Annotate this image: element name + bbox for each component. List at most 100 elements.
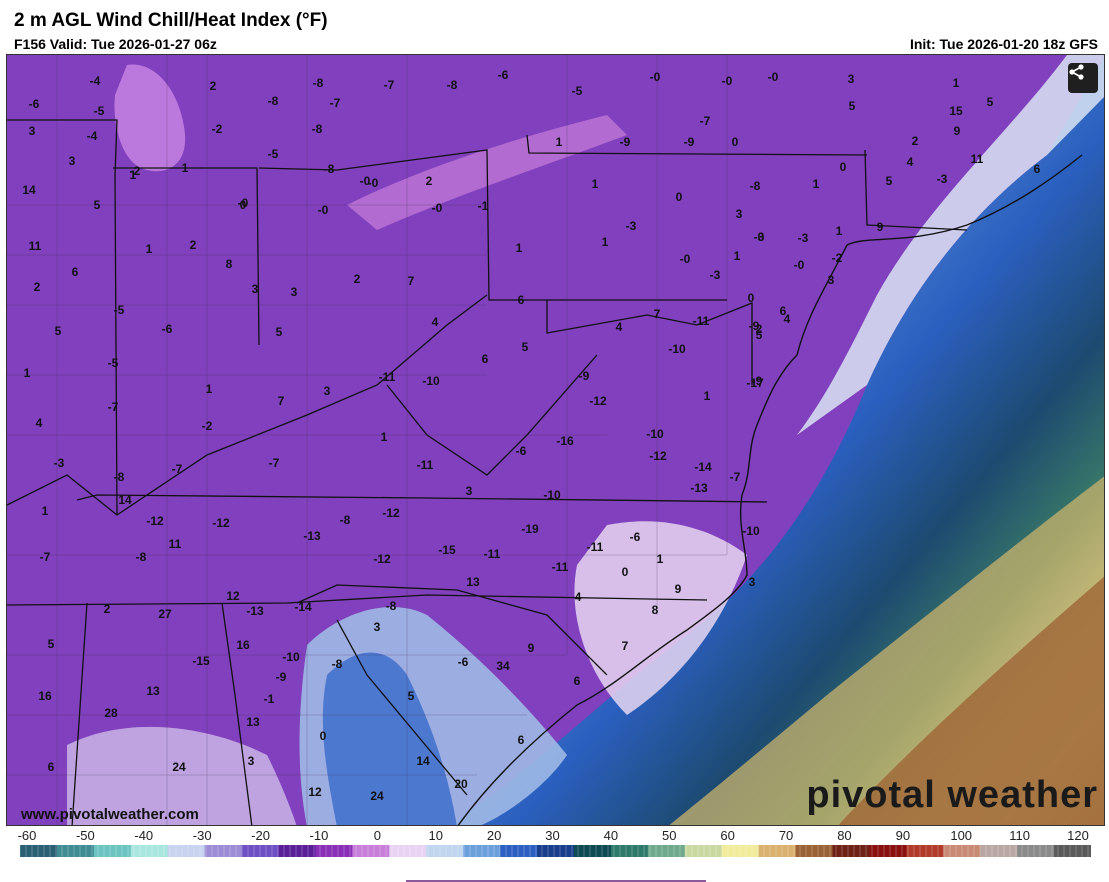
map-value: -7: [172, 462, 183, 476]
colorbar-segment: [537, 845, 575, 857]
map-value: -8: [114, 470, 125, 484]
colorbar-tick-label: 60: [720, 828, 735, 843]
map-value: 15: [949, 104, 963, 118]
map-value: -7: [269, 456, 280, 470]
map-value: -0: [360, 174, 371, 188]
map-value: 0: [732, 135, 739, 149]
weather-map[interactable]: -4 2 -8 -7 -8 -6 -0 -0 -0 3 1 5 -6 -5 -8 -7 -5 5 15 3 -4 -2 -8…: [6, 54, 1105, 826]
map-value: 16: [236, 638, 250, 652]
map-value: 4: [907, 155, 914, 169]
colorbar-segment: [389, 845, 427, 857]
map-value: 3: [324, 384, 331, 398]
colorbar-tick-label: 0: [373, 828, 381, 843]
colorbar-segment: [500, 845, 538, 857]
map-value: 9: [877, 220, 884, 234]
colorbar-tick-label: 70: [778, 828, 794, 843]
map-value: 9: [528, 641, 535, 655]
map-value: 14: [118, 493, 132, 507]
map-value: 1: [813, 177, 820, 191]
map-value: -13: [303, 529, 321, 543]
map-value: -12: [649, 449, 667, 463]
map-value: -12: [373, 552, 391, 566]
map-value: -5: [94, 104, 105, 118]
map-value: 3: [749, 575, 756, 589]
colorbar-tick-labels: -60 -50 -40 -30 -20 -10 0 10 20 30 40 50 60 70 80 90 100…: [17, 828, 1095, 844]
map-value: 2: [210, 79, 217, 93]
map-value: -12: [212, 516, 230, 530]
map-value: -2: [832, 251, 843, 265]
map-value: -0: [722, 74, 733, 88]
colorbar-segment: [832, 845, 871, 857]
map-value: -15: [438, 543, 456, 557]
map-value: -3: [798, 231, 809, 245]
map-value: 5: [276, 325, 283, 339]
colorbar-segment: [352, 845, 390, 857]
map-value: -12: [589, 394, 607, 408]
colorbar-segment: [204, 845, 243, 857]
colorbar-tick-label: 20: [486, 828, 502, 843]
map-value: 3: [69, 154, 76, 168]
map-value: 1: [556, 135, 563, 149]
map-value: -2: [202, 419, 213, 433]
map-value: 2: [104, 602, 111, 616]
map-value: 28: [7, 55, 14, 58]
map-value: -8: [447, 78, 458, 92]
map-value: 7: [278, 394, 285, 408]
map-value: -13: [690, 481, 708, 495]
map-value: 5: [408, 689, 415, 703]
map-value: 12: [226, 589, 240, 603]
map-value: 11: [169, 537, 182, 551]
map-value: 0: [320, 729, 327, 743]
map-canvas: -4 2 -8 -7 -8-6 -0 -0 -0 3 15-6 -5-8 -7-55 153 -4 -2 -8…: [7, 55, 1104, 825]
colorbar-segment: [758, 845, 797, 857]
map-value: 5: [756, 328, 763, 342]
map-value: 1: [146, 242, 153, 256]
map-value: -7: [730, 470, 741, 484]
share-button[interactable]: [1068, 63, 1098, 93]
map-value: 5: [886, 174, 893, 188]
map-value: -5: [268, 147, 279, 161]
colorbar-segment: [56, 845, 95, 857]
map-value: 34: [496, 659, 510, 673]
map-title: 2 m AGL Wind Chill/Heat Index (°F): [14, 10, 328, 31]
map-value: -11: [484, 547, 501, 561]
map-value: 1: [592, 177, 599, 191]
map-value: -2: [212, 122, 223, 136]
colorbar-segment: [93, 845, 132, 857]
map-value: 14: [416, 754, 430, 768]
map-value: -8: [324, 162, 335, 176]
map-value: 7: [654, 307, 661, 321]
map-value: 3: [248, 754, 255, 768]
map-value: -4: [87, 129, 98, 143]
map-value: -10: [282, 650, 300, 664]
map-value: 1: [381, 430, 388, 444]
colorbar-segment: [463, 845, 501, 857]
map-value: -15: [192, 654, 210, 668]
map-value: -12: [146, 514, 164, 528]
map-value: -11: [693, 314, 710, 328]
map-value: -6: [162, 322, 173, 336]
map-value: 24: [172, 760, 186, 774]
map-value: 3: [828, 273, 835, 287]
map-value: -11: [379, 370, 396, 384]
map-value: 1: [516, 241, 523, 255]
map-value: -6: [458, 655, 469, 669]
colorbar-segment: [241, 845, 280, 857]
map-value: 0: [676, 190, 683, 204]
map-value: -7: [330, 96, 341, 110]
map-value: 9: [954, 124, 961, 138]
map-value: 12: [308, 785, 322, 799]
map-value: 6: [72, 265, 79, 279]
colorbar-tick-label: 10: [428, 828, 443, 843]
map-value: -8: [340, 513, 351, 527]
map-value: -19: [521, 522, 539, 536]
site-url[interactable]: www.pivotalweather.com: [21, 806, 199, 823]
map-value: -10: [668, 342, 686, 356]
colorbar-tick-label: 50: [662, 828, 677, 843]
map-value: 2: [34, 280, 41, 294]
value-labels: -4 2 -8 -7 -8-6 -0 -0 -0 3 15-6 -5-8 -7-55 153 -4 -2 -8…: [7, 55, 1041, 803]
colorbar-segment: [906, 845, 944, 857]
pivotal-weather-logo: pivotal weather: [806, 774, 1098, 816]
colorbar-segment: [130, 845, 169, 857]
map-value: -0: [368, 176, 379, 190]
